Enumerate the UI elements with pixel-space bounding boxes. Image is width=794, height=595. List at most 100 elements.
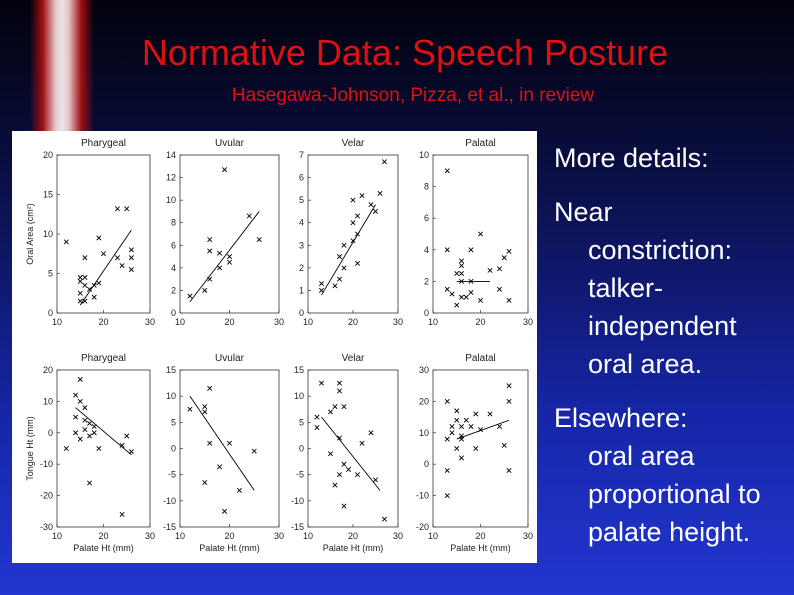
- scatter-point: [336, 254, 343, 260]
- fit-line: [189, 211, 260, 302]
- scatter-point: [217, 265, 223, 271]
- scatter-point: [458, 424, 465, 430]
- y-tick-label: 2: [299, 263, 304, 273]
- x-tick-label: 30: [523, 317, 533, 327]
- scatter-point: [251, 448, 257, 454]
- scatter-point: [468, 289, 474, 295]
- y-tick-label: 7: [299, 150, 304, 160]
- x-tick-label: 20: [98, 531, 108, 541]
- scatter-point: [207, 385, 213, 391]
- scatter-point: [207, 440, 213, 446]
- scatter-point: [226, 440, 233, 446]
- scatter-point: [506, 297, 512, 303]
- scatter-point: [336, 276, 343, 282]
- scatter-point: [336, 435, 343, 441]
- scatter-point: [444, 493, 450, 499]
- y-tick-label: 5: [48, 269, 53, 279]
- scatter-point: [444, 286, 450, 292]
- scatter-point: [82, 417, 88, 423]
- scatter-point: [96, 445, 102, 452]
- scatter-point: [468, 247, 474, 253]
- y-tick-label: -10: [291, 496, 304, 506]
- fit-line: [189, 395, 255, 491]
- scatter-point: [350, 197, 356, 203]
- x-tick-label: 20: [224, 317, 234, 327]
- scatter-point: [454, 302, 460, 308]
- x-tick-label: 30: [393, 317, 403, 327]
- y-tick-label: 10: [294, 391, 304, 401]
- scatter-point: [217, 464, 223, 470]
- plot-title: Pharygeal: [81, 353, 126, 364]
- x-tick-label: 30: [274, 317, 284, 327]
- y-tick-label: 30: [419, 365, 429, 375]
- scatter-point: [336, 388, 343, 394]
- scatter-point: [73, 414, 79, 420]
- scatter-point: [82, 255, 88, 261]
- y-tick-label: -5: [168, 470, 176, 480]
- bullet-line: oral area: [588, 441, 696, 471]
- scatter-point: [341, 265, 347, 271]
- scatter-point: [82, 405, 88, 411]
- bullet-lead: More details:: [554, 143, 709, 173]
- scatter-point: [354, 260, 361, 266]
- scatter-point: [345, 466, 352, 472]
- y-tick-label: 5: [299, 417, 304, 427]
- bullet-lead: Near: [554, 197, 613, 227]
- scatter-point: [368, 202, 374, 208]
- plot-title: Velar: [342, 138, 365, 149]
- y-tick-label: 14: [166, 150, 176, 160]
- scatter-point: [341, 503, 347, 509]
- y-tick-label: -5: [296, 470, 304, 480]
- y-tick-label: 0: [48, 308, 53, 318]
- scatter-point: [454, 417, 460, 423]
- y-tick-label: 15: [43, 190, 53, 200]
- y-tick-label: 0: [299, 308, 304, 318]
- x-axis-label: Palate Ht (mm): [323, 543, 384, 553]
- y-tick-label: 5: [299, 195, 304, 205]
- x-tick-label: 20: [348, 317, 358, 327]
- scatter-point: [449, 424, 455, 430]
- plot-title: Palatal: [465, 138, 496, 149]
- y-tick-label: 2: [171, 285, 176, 295]
- scatter-point: [487, 267, 493, 273]
- scatter-point: [458, 294, 465, 300]
- scatter-point: [207, 248, 213, 254]
- scatter-point: [217, 250, 223, 256]
- scatter-point: [501, 255, 507, 261]
- scatter-point: [63, 445, 69, 452]
- scatter-point: [87, 480, 93, 486]
- scatter-point: [207, 237, 213, 243]
- bullet-lead: Elsewhere:: [554, 403, 688, 433]
- figure-background: [12, 131, 537, 563]
- x-tick-label: 10: [428, 531, 438, 541]
- scatter-point: [114, 206, 120, 212]
- y-tick-label: 15: [294, 365, 304, 375]
- scatter-point: [327, 451, 334, 457]
- scatter-point: [473, 411, 479, 417]
- y-tick-label: -10: [163, 496, 176, 506]
- x-tick-label: 30: [145, 317, 155, 327]
- scatter-point: [77, 376, 83, 382]
- scatter-point: [226, 259, 233, 265]
- scatter-point: [332, 404, 338, 410]
- y-axis-label: Tongue Ht (mm): [25, 416, 35, 481]
- scatter-point: [73, 392, 79, 398]
- scatter-point: [314, 414, 320, 420]
- scatter-point: [114, 255, 120, 261]
- scatter-point: [327, 409, 334, 415]
- y-tick-label: -20: [416, 522, 429, 532]
- scatter-point: [359, 440, 365, 446]
- scatter-point: [458, 270, 465, 277]
- scatter-point: [381, 516, 388, 522]
- slide-title: Normative Data: Speech Posture: [142, 32, 668, 73]
- scatter-point: [318, 281, 325, 287]
- scatter-point: [444, 398, 450, 404]
- plot-title: Uvular: [215, 353, 245, 364]
- scatter-point: [73, 430, 79, 436]
- scatter-point: [82, 282, 88, 288]
- scatter-point: [332, 283, 338, 289]
- scatter-point: [87, 433, 93, 439]
- scatter-point: [96, 235, 102, 241]
- scatter-point: [477, 297, 484, 303]
- scatter-point: [496, 266, 503, 272]
